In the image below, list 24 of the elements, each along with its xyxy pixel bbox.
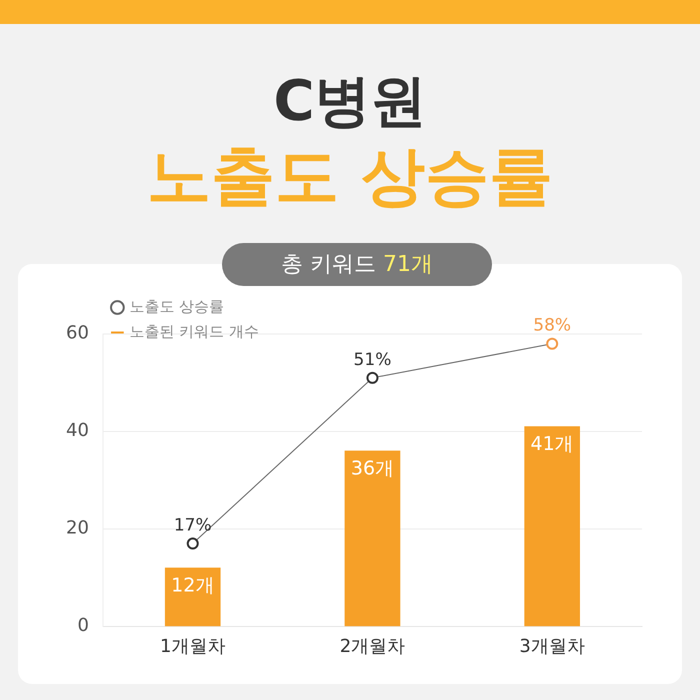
bar [524,426,580,626]
chart-subtitle: 노출도 상승률 [146,139,554,216]
text: 총 키워드 71개 [281,252,433,277]
legend-label: 노출도 상승률 [129,297,224,316]
y-tick-label: 40 [66,420,89,442]
y-tick-label: 20 [66,518,89,539]
point [186,538,199,550]
legend-label: 노출된 키워드 개수 [129,322,259,340]
data-label: 41개 [530,433,574,456]
data-label: 51% [354,350,392,370]
data-label: 17% [174,515,212,536]
data-label: 12개 [171,574,214,596]
y-tick-label: 0 [77,615,89,636]
x-tick-label: 1개월차 [160,636,226,657]
point [366,372,378,384]
x-tick-label: 2개월차 [340,636,406,657]
y-tick-label: 60 [66,322,89,344]
data-label: 58% [533,316,572,336]
x-tick-label: 3개월차 [519,636,585,657]
point [546,338,558,350]
bar [164,568,221,626]
data-label: 36개 [350,457,394,480]
bar [344,450,400,626]
chart-title: C병원 [272,68,428,136]
